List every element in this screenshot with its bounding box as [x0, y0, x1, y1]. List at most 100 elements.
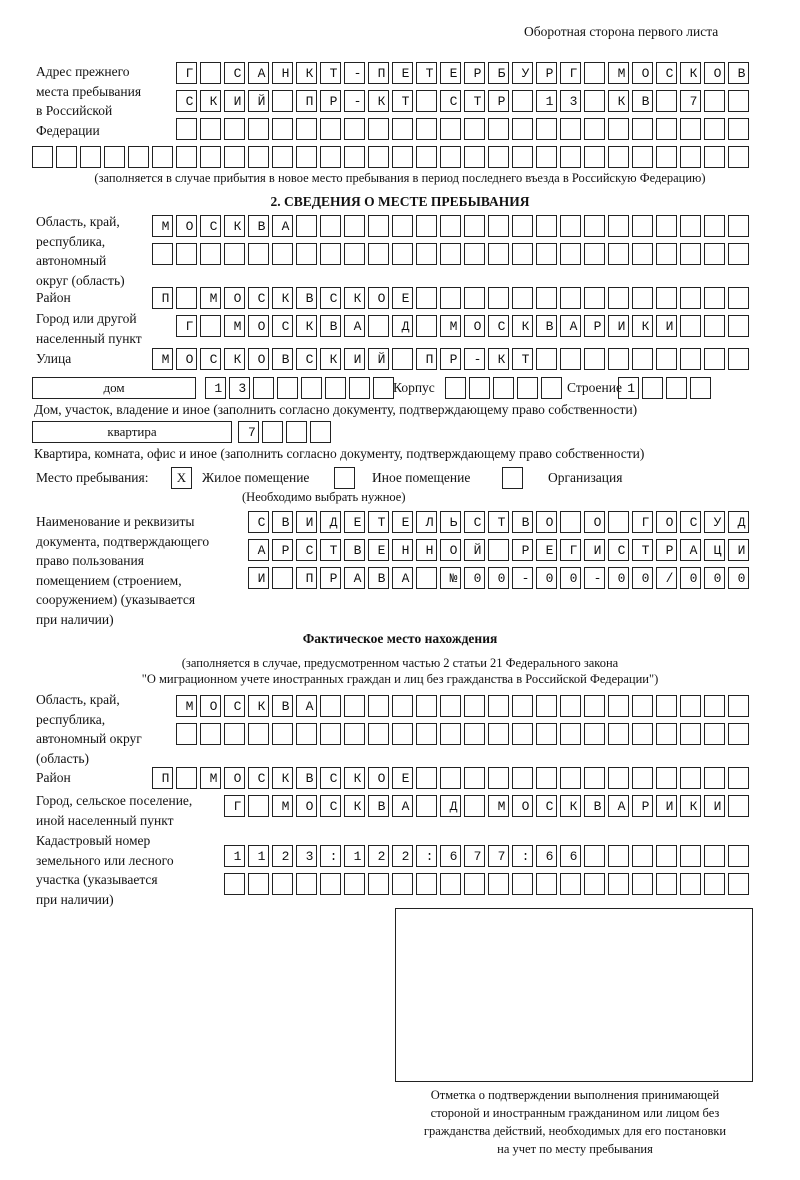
char-box[interactable]	[128, 146, 149, 168]
char-box[interactable]	[200, 118, 221, 140]
char-box[interactable]	[536, 287, 557, 309]
char-box[interactable]	[632, 118, 653, 140]
char-box[interactable]	[536, 695, 557, 717]
char-box[interactable]	[512, 348, 533, 370]
char-box[interactable]	[680, 146, 701, 168]
char-box[interactable]	[464, 215, 485, 237]
char-box[interactable]	[344, 62, 365, 84]
char-box[interactable]	[728, 62, 749, 84]
char-box[interactable]	[392, 567, 413, 589]
char-box[interactable]	[200, 287, 221, 309]
char-box[interactable]	[344, 315, 365, 337]
char-box[interactable]	[632, 567, 653, 589]
char-box[interactable]	[248, 567, 269, 589]
char-box[interactable]	[512, 62, 533, 84]
char-box[interactable]	[224, 845, 245, 867]
char-box[interactable]	[512, 845, 533, 867]
char-box[interactable]	[320, 62, 341, 84]
char-box[interactable]	[704, 567, 725, 589]
char-box[interactable]	[728, 215, 749, 237]
char-box[interactable]	[584, 146, 605, 168]
char-box[interactable]	[416, 767, 437, 789]
char-box[interactable]	[632, 511, 653, 533]
char-box[interactable]	[512, 695, 533, 717]
char-box[interactable]	[656, 243, 677, 265]
char-box[interactable]	[152, 146, 173, 168]
char-box[interactable]	[560, 62, 581, 84]
char-box[interactable]	[440, 723, 461, 745]
char-box[interactable]	[704, 243, 725, 265]
char-box[interactable]	[464, 845, 485, 867]
char-box[interactable]	[728, 243, 749, 265]
char-box[interactable]	[584, 118, 605, 140]
char-box[interactable]	[608, 118, 629, 140]
previous-address-row-3[interactable]	[176, 118, 752, 141]
char-box[interactable]	[176, 215, 197, 237]
char-box[interactable]	[680, 723, 701, 745]
char-box[interactable]	[248, 287, 269, 309]
char-box[interactable]	[680, 348, 701, 370]
char-box[interactable]	[536, 873, 557, 895]
char-box[interactable]	[176, 243, 197, 265]
char-box[interactable]	[488, 118, 509, 140]
char-box[interactable]	[680, 695, 701, 717]
char-box[interactable]	[248, 539, 269, 561]
checkbox-residential[interactable]: X	[171, 467, 192, 489]
char-box[interactable]	[368, 845, 389, 867]
char-box[interactable]	[656, 90, 677, 112]
char-box[interactable]	[248, 118, 269, 140]
char-box[interactable]	[665, 377, 687, 399]
char-box[interactable]	[728, 767, 749, 789]
char-box[interactable]	[248, 215, 269, 237]
char-box[interactable]	[680, 90, 701, 112]
char-box[interactable]	[320, 539, 341, 561]
char-box[interactable]	[296, 243, 317, 265]
char-box[interactable]	[440, 873, 461, 895]
building-field[interactable]: 1	[617, 377, 714, 400]
char-box[interactable]	[272, 795, 293, 817]
char-box[interactable]	[704, 146, 725, 168]
char-box[interactable]	[440, 795, 461, 817]
char-box[interactable]	[224, 795, 245, 817]
char-box[interactable]	[680, 315, 701, 337]
char-box[interactable]	[200, 62, 221, 84]
char-box[interactable]	[248, 90, 269, 112]
char-box[interactable]	[680, 118, 701, 140]
char-box[interactable]	[272, 287, 293, 309]
actual-city-field[interactable]: Г МОСКВА Д МОСКВАРИКИ	[224, 795, 752, 818]
char-box[interactable]	[512, 243, 533, 265]
char-box[interactable]	[656, 118, 677, 140]
char-box[interactable]	[632, 795, 653, 817]
char-box[interactable]	[656, 287, 677, 309]
char-box[interactable]	[536, 146, 557, 168]
char-box[interactable]	[296, 146, 317, 168]
char-box[interactable]	[368, 146, 389, 168]
char-box[interactable]	[728, 287, 749, 309]
char-box[interactable]	[488, 146, 509, 168]
char-box[interactable]	[272, 118, 293, 140]
korpus-field[interactable]	[444, 377, 565, 400]
char-box[interactable]	[320, 287, 341, 309]
char-box[interactable]	[368, 348, 389, 370]
char-box[interactable]	[152, 215, 173, 237]
char-box[interactable]	[368, 315, 389, 337]
char-box[interactable]	[392, 767, 413, 789]
char-box[interactable]	[536, 767, 557, 789]
char-box[interactable]	[296, 215, 317, 237]
char-box[interactable]	[272, 511, 293, 533]
char-box[interactable]	[728, 845, 749, 867]
char-box[interactable]	[560, 90, 581, 112]
char-box[interactable]	[344, 873, 365, 895]
char-box[interactable]	[416, 315, 437, 337]
char-box[interactable]	[488, 723, 509, 745]
char-box[interactable]	[392, 348, 413, 370]
char-box[interactable]	[200, 767, 221, 789]
char-box[interactable]	[224, 695, 245, 717]
char-box[interactable]	[344, 90, 365, 112]
char-box[interactable]	[248, 348, 269, 370]
char-box[interactable]	[632, 287, 653, 309]
char-box[interactable]	[488, 767, 509, 789]
char-box[interactable]	[368, 795, 389, 817]
char-box[interactable]	[632, 215, 653, 237]
char-box[interactable]	[656, 723, 677, 745]
